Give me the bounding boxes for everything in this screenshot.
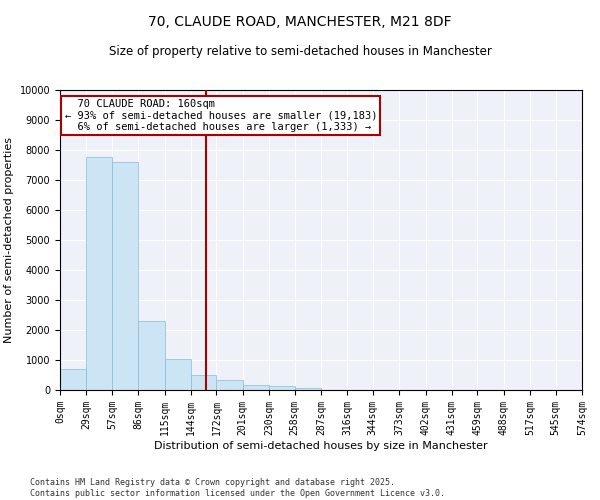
- Y-axis label: Number of semi-detached properties: Number of semi-detached properties: [4, 137, 14, 343]
- Bar: [295, 388, 321, 390]
- Text: 70 CLAUDE ROAD: 160sqm
← 93% of semi-detached houses are smaller (19,183)
  6% o: 70 CLAUDE ROAD: 160sqm ← 93% of semi-det…: [65, 99, 377, 132]
- Bar: [243, 385, 269, 390]
- Bar: [191, 375, 217, 390]
- Text: Size of property relative to semi-detached houses in Manchester: Size of property relative to semi-detach…: [109, 45, 491, 58]
- Bar: [138, 321, 164, 390]
- Text: 70, CLAUDE ROAD, MANCHESTER, M21 8DF: 70, CLAUDE ROAD, MANCHESTER, M21 8DF: [148, 15, 452, 29]
- Text: Contains HM Land Registry data © Crown copyright and database right 2025.
Contai: Contains HM Land Registry data © Crown c…: [30, 478, 445, 498]
- Bar: [164, 358, 191, 390]
- Bar: [269, 386, 295, 390]
- Bar: [60, 369, 86, 390]
- Bar: [217, 380, 243, 390]
- Bar: [112, 162, 138, 390]
- X-axis label: Distribution of semi-detached houses by size in Manchester: Distribution of semi-detached houses by …: [154, 440, 488, 450]
- Bar: [86, 158, 112, 390]
